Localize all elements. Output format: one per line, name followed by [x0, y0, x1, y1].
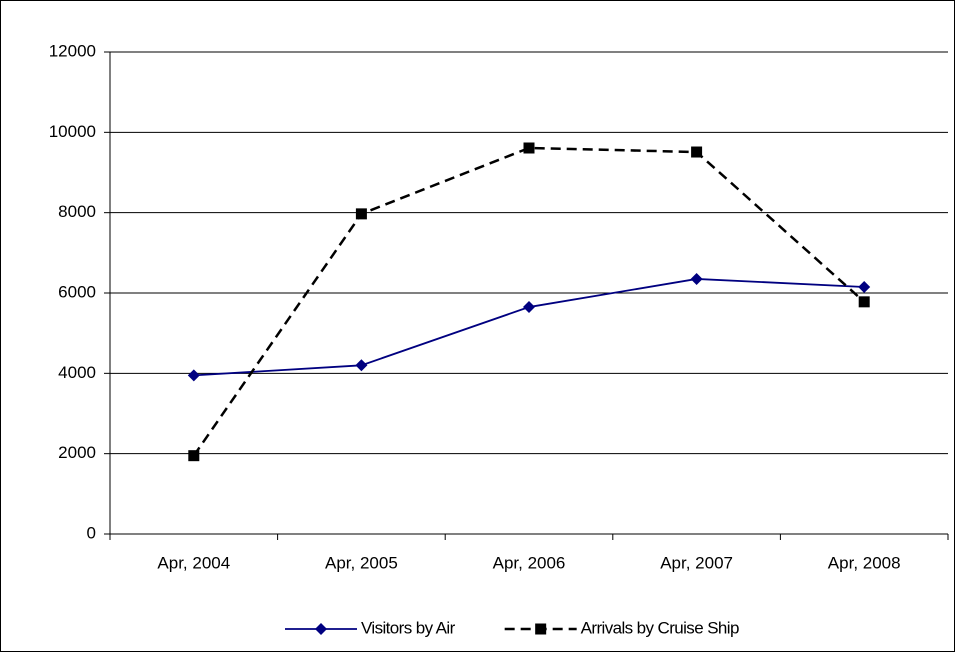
y-tick-label: 10000: [49, 122, 96, 141]
x-tick-label: Apr, 2008: [828, 553, 901, 572]
data-point: [355, 359, 368, 372]
data-point: [523, 301, 535, 314]
y-tick-label: 4000: [58, 363, 96, 382]
x-tick-label: Apr, 2006: [493, 553, 566, 572]
x-tick-label: Apr, 2005: [325, 553, 398, 572]
data-point: [187, 369, 200, 382]
x-tick-label: Apr, 2007: [660, 553, 733, 572]
data-point: [355, 208, 367, 220]
legend-marker: [315, 623, 327, 635]
y-tick-label: 0: [87, 523, 96, 542]
y-tick-label: 6000: [58, 282, 96, 301]
legend-label: Visitors by Air: [361, 618, 456, 637]
y-tick-label: 12000: [49, 41, 96, 60]
x-tick-label: Apr, 2004: [157, 553, 230, 572]
data-point: [188, 450, 200, 462]
data-point: [523, 142, 535, 154]
data-point: [691, 146, 703, 158]
y-tick-label: 2000: [58, 443, 96, 462]
series-line: [192, 146, 866, 457]
data-point: [858, 280, 871, 293]
data-point: [858, 296, 870, 308]
data-point: [690, 272, 703, 285]
legend-marker: [535, 623, 547, 635]
legend-label: Arrivals by Cruise Ship: [581, 618, 739, 637]
y-tick-label: 8000: [58, 202, 96, 221]
